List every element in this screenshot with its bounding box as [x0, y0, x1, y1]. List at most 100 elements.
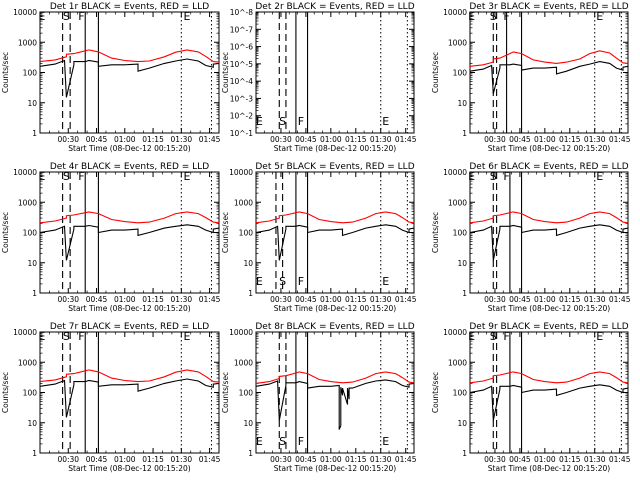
y-tick-label: 1	[462, 289, 467, 298]
panel-8: Det 8r BLACK = Events, RED = LLD 1 10 100 10…	[221, 322, 417, 473]
panel-7: Det 7r BLACK = Events, RED = LLD 1 10 100 10…	[1, 322, 221, 473]
event-marker-e: E	[183, 170, 190, 183]
x-axis-label: Start Time (08-Dec-12 00:15:20)	[68, 464, 190, 473]
x-tick-label: 00:30	[57, 295, 79, 304]
plot-frame	[255, 11, 415, 134]
panel-title: Det 8r BLACK = Events, RED = LLD	[255, 322, 414, 332]
x-tick-label: 00:45	[509, 295, 531, 304]
events-rate-line	[39, 224, 220, 261]
y-tick-label: 10^-5	[230, 60, 254, 69]
event-marker-e: E	[468, 330, 475, 343]
x-tick-label: 01:30	[171, 455, 193, 464]
y-tick-label: 100	[23, 69, 38, 78]
x-axis-label: Start Time (08-Dec-12 00:15:20)	[68, 304, 190, 313]
lld-rate-line	[39, 369, 220, 383]
y-tick-label: 10	[457, 419, 467, 428]
y-axis-label: Counts/sec	[431, 52, 440, 93]
event-marker-f: F	[298, 275, 304, 288]
x-tick-label: 01:30	[171, 135, 193, 144]
y-tick-label: 10^-8	[230, 8, 254, 17]
event-marker-s: S	[490, 170, 497, 183]
plot-frame	[39, 11, 220, 134]
x-tick-label: 01:00	[534, 455, 556, 464]
panel-title: Det 4r BLACK = Events, RED = LLD	[50, 162, 209, 172]
event-marker-e: E	[256, 115, 263, 128]
x-tick-label: 00:30	[57, 455, 79, 464]
y-axis-label: Counts/sec	[431, 372, 440, 413]
lld-rate-line	[469, 50, 629, 67]
x-axis-label: Start Time (08-Dec-12 00:15:20)	[488, 304, 610, 313]
y-tick-label: 10000	[443, 168, 467, 177]
y-axis-label: Counts/sec	[221, 52, 230, 93]
x-tick-label: 00:45	[295, 295, 317, 304]
event-marker-f: F	[78, 10, 84, 23]
x-tick-label: 01:15	[142, 135, 164, 144]
events-rate-line	[39, 58, 220, 98]
x-tick-label: 00:45	[295, 455, 317, 464]
x-tick-label: 01:00	[114, 295, 136, 304]
y-tick-label: 10	[27, 99, 37, 108]
event-marker-s: S	[63, 330, 70, 343]
event-marker-f: F	[298, 435, 304, 448]
events-rate-line	[255, 379, 415, 430]
y-tick-label: 10^-3	[230, 94, 254, 103]
y-tick-label: 10	[243, 259, 253, 268]
x-tick-label: 01:00	[320, 135, 342, 144]
y-tick-label: 1000	[234, 358, 253, 367]
y-tick-label: 10^-4	[230, 77, 254, 86]
y-axis-label: Counts/sec	[1, 372, 10, 413]
event-marker-e: E	[382, 115, 389, 128]
x-tick-label: 01:30	[370, 135, 392, 144]
x-tick-label: 01:45	[199, 135, 221, 144]
panel-title: Det 3r BLACK = Events, RED = LLD	[469, 2, 628, 12]
y-tick-label: 100	[23, 389, 38, 398]
lld-rate-line	[255, 211, 415, 224]
y-tick-label: 10	[27, 419, 37, 428]
y-tick-label: 10^-2	[230, 112, 254, 121]
panel-1: Det 1r BLACK = Events, RED = LLD 1 10 100 10…	[1, 2, 221, 153]
y-tick-label: 1	[462, 449, 467, 458]
lld-rate-line	[39, 211, 220, 224]
event-marker-e: E	[596, 330, 603, 343]
x-tick-label: 01:15	[142, 455, 164, 464]
event-marker-s: S	[490, 330, 497, 343]
panel-3: Det 3r BLACK = Events, RED = LLD 1 10 100 10…	[431, 2, 631, 153]
event-marker-s: S	[63, 10, 70, 23]
y-tick-label: 10000	[443, 328, 467, 337]
event-marker-f: F	[298, 115, 304, 128]
x-tick-label: 01:15	[559, 455, 581, 464]
x-tick-label: 01:45	[609, 295, 631, 304]
x-tick-label: 00:30	[484, 455, 506, 464]
event-marker-f: F	[78, 170, 84, 183]
x-axis-label: Start Time (08-Dec-12 00:15:20)	[68, 144, 190, 153]
y-tick-label: 10000	[13, 8, 37, 17]
x-tick-label: 01:15	[345, 455, 367, 464]
panel-4: Det 4r BLACK = Events, RED = LLD 1 10 100 10…	[1, 162, 221, 313]
y-tick-label: 100	[23, 229, 38, 238]
panel-title: Det 5r BLACK = Events, RED = LLD	[255, 162, 414, 172]
x-axis-label: Start Time (08-Dec-12 00:15:20)	[274, 144, 396, 153]
event-marker-e: E	[183, 10, 190, 23]
y-tick-label: 10000	[13, 168, 37, 177]
lld-rate-line	[39, 49, 220, 63]
y-tick-label: 10000	[229, 328, 253, 337]
y-tick-label: 10000	[13, 328, 37, 337]
y-tick-label: 100	[453, 389, 468, 398]
event-marker-s: S	[279, 435, 286, 448]
events-rate-line	[255, 224, 415, 261]
y-tick-label: 1	[32, 449, 37, 458]
x-tick-label: 01:45	[609, 455, 631, 464]
x-tick-label: 01:15	[559, 135, 581, 144]
x-tick-label: 01:00	[320, 295, 342, 304]
x-tick-label: 01:00	[114, 455, 136, 464]
event-marker-s: S	[490, 10, 497, 23]
panel-title: Det 7r BLACK = Events, RED = LLD	[50, 322, 209, 332]
x-axis-label: Start Time (08-Dec-12 00:15:20)	[488, 144, 610, 153]
y-tick-label: 100	[453, 229, 468, 238]
y-tick-label: 1000	[18, 358, 37, 367]
event-marker-f: F	[503, 10, 509, 23]
y-tick-label: 1000	[448, 358, 467, 367]
y-tick-label: 1000	[18, 38, 37, 47]
panel-title: Det 1r BLACK = Events, RED = LLD	[50, 2, 209, 12]
